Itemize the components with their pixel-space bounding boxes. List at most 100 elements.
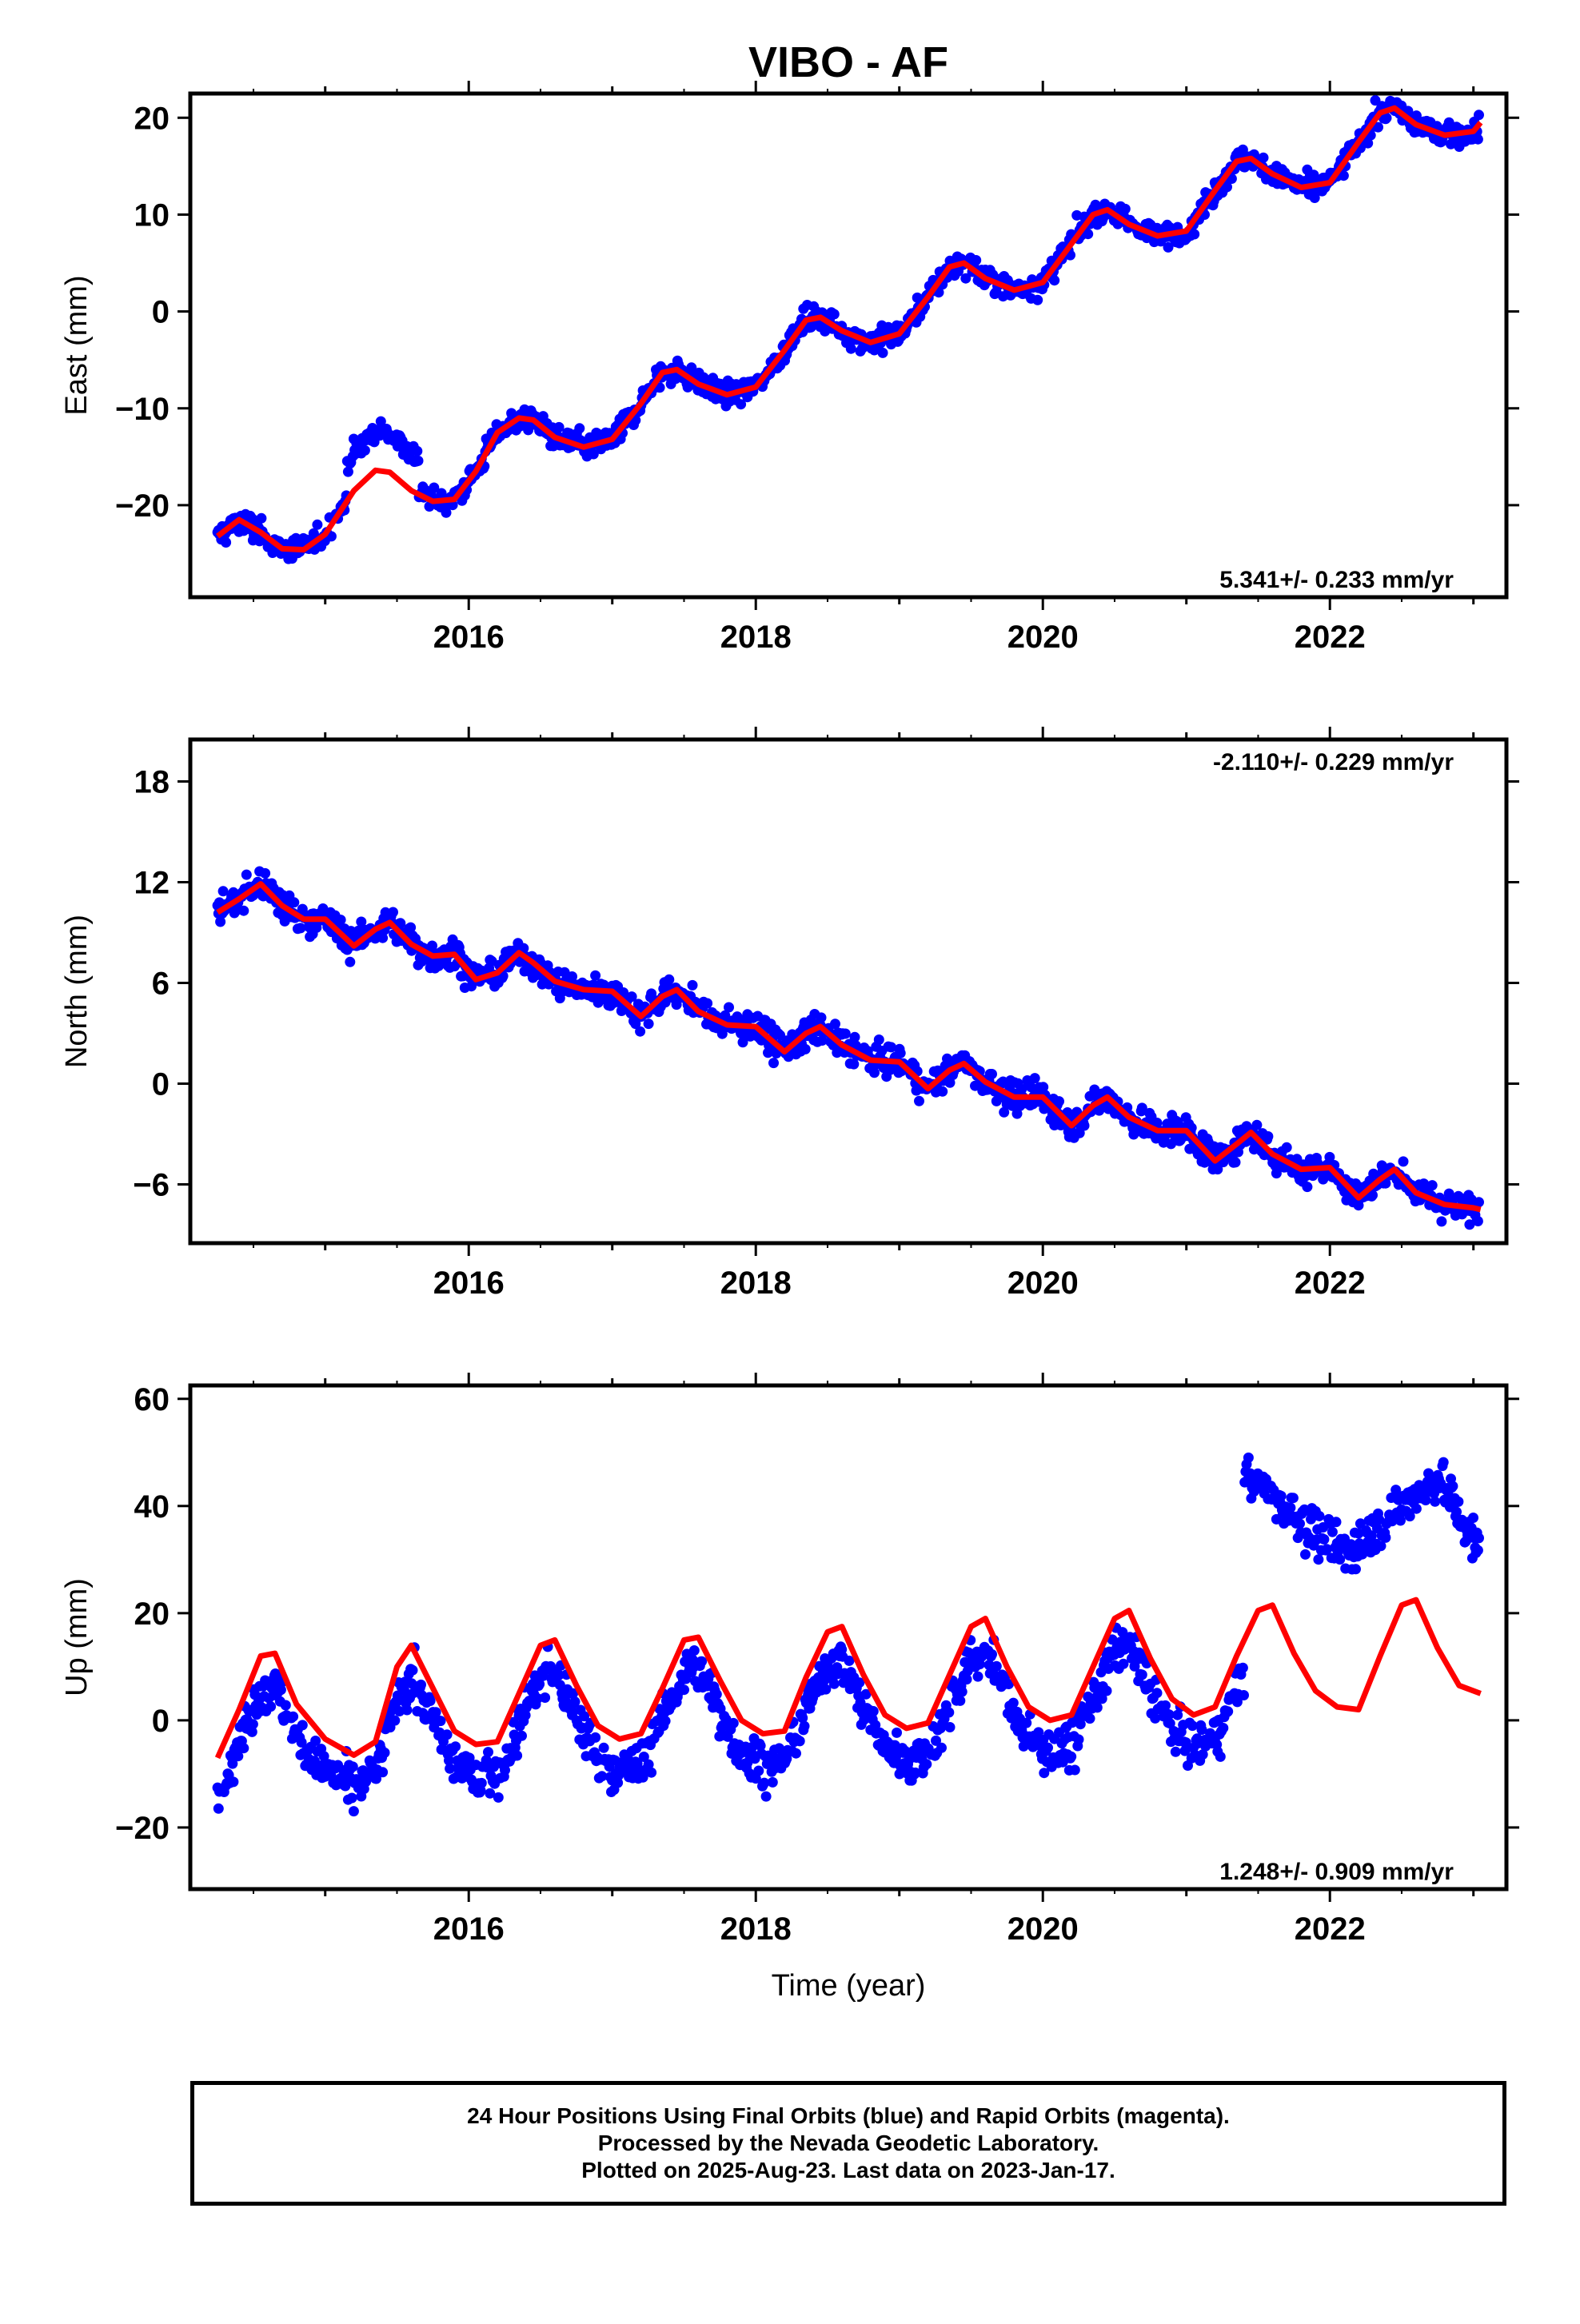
data-point xyxy=(348,1806,359,1817)
data-point xyxy=(1038,1082,1049,1093)
data-point xyxy=(1410,1503,1422,1514)
data-point xyxy=(1474,1533,1484,1544)
data-point xyxy=(987,1648,997,1660)
data-point xyxy=(794,1736,805,1747)
data-point xyxy=(1069,1764,1080,1776)
x-tick-label: 2016 xyxy=(433,1266,505,1301)
data-point xyxy=(638,1752,649,1762)
data-point xyxy=(1426,1180,1438,1191)
data-point xyxy=(664,974,675,985)
data-point xyxy=(1447,1481,1458,1492)
data-point xyxy=(910,1767,921,1778)
data-point xyxy=(569,1696,581,1708)
data-point xyxy=(1007,1697,1019,1708)
data-point xyxy=(877,347,888,358)
data-point xyxy=(1223,1706,1234,1717)
data-point xyxy=(1314,1510,1325,1521)
data-point xyxy=(670,373,681,385)
data-point xyxy=(1230,1157,1241,1168)
data-point xyxy=(646,1767,657,1778)
plot-frame xyxy=(188,1383,1509,1891)
data-point xyxy=(1196,1724,1207,1736)
data-point xyxy=(1150,1712,1161,1724)
data-point xyxy=(1218,1723,1229,1733)
y-tick-label: 12 xyxy=(134,866,170,901)
data-point xyxy=(1390,1485,1402,1496)
data-point xyxy=(1083,229,1094,240)
data-point xyxy=(635,1026,646,1037)
y-tick-label: 0 xyxy=(152,295,170,330)
y-tick-label: 0 xyxy=(152,1067,170,1102)
x-tick-label: 2018 xyxy=(720,1911,792,1947)
data-point xyxy=(395,918,406,929)
x-tick-label: 2020 xyxy=(1007,1911,1079,1947)
x-tick-label: 2018 xyxy=(720,620,792,655)
panel-north: 2016 2018 2020 2022 18 12 6 0 −6 North (mm) -2.110… xyxy=(60,727,1519,1301)
data-point xyxy=(1039,1768,1050,1779)
data-point xyxy=(335,915,346,926)
data-point xyxy=(860,1688,872,1700)
data-point xyxy=(1084,1713,1095,1724)
data-point xyxy=(213,1803,224,1814)
y-tick-label: −6 xyxy=(133,1168,170,1203)
data-point xyxy=(347,1761,358,1772)
data-point xyxy=(238,1743,249,1754)
data-point xyxy=(435,1716,446,1727)
data-point xyxy=(1054,1096,1064,1107)
data-point xyxy=(356,916,367,927)
data-point xyxy=(1474,110,1484,121)
data-point xyxy=(944,1707,955,1718)
data-point xyxy=(1302,1182,1313,1193)
y-tick-label: 10 xyxy=(134,197,170,233)
data-point xyxy=(512,1750,523,1761)
data-point xyxy=(1215,1751,1226,1762)
data-point xyxy=(295,923,306,934)
data-point xyxy=(590,1732,601,1743)
data-point xyxy=(886,1042,896,1053)
data-point xyxy=(342,466,353,477)
data-point xyxy=(1327,1526,1338,1537)
data-point xyxy=(388,907,398,918)
panel-east: 2016 2018 2020 2022 −20 −10 0 10 20 East (mm) 5.34… xyxy=(60,81,1519,655)
data-point xyxy=(686,362,697,373)
data-point xyxy=(1151,1118,1163,1128)
data-point xyxy=(687,979,698,991)
data-point xyxy=(643,1759,654,1770)
points-series xyxy=(212,1452,1484,1817)
plot-frame xyxy=(188,91,1509,600)
data-point xyxy=(425,1696,436,1706)
data-point xyxy=(359,444,370,456)
velocity-rate-label: -2.110+/- 0.229 mm/yr xyxy=(1213,749,1454,775)
footer-line-dates: Plotted on 2025-Aug-23. Last data on 202… xyxy=(581,2158,1115,2182)
data-point xyxy=(711,1688,722,1700)
data-point xyxy=(540,1692,551,1703)
data-point xyxy=(991,1660,1002,1672)
data-point xyxy=(1436,1216,1447,1227)
data-point xyxy=(296,1737,307,1748)
data-point xyxy=(444,1755,454,1766)
data-point xyxy=(845,343,856,354)
y-tick-label: 6 xyxy=(152,967,170,1002)
data-point xyxy=(1239,1690,1249,1700)
data-point xyxy=(820,1684,832,1695)
points-series xyxy=(212,95,1484,564)
data-point xyxy=(275,1684,286,1696)
data-point xyxy=(483,1747,493,1758)
data-point xyxy=(1231,1696,1243,1708)
data-point xyxy=(1172,1709,1183,1720)
data-point xyxy=(493,1792,504,1803)
data-point xyxy=(972,1671,984,1682)
data-point xyxy=(485,1788,496,1799)
data-point xyxy=(942,1053,952,1064)
data-point xyxy=(1033,1727,1044,1738)
panel-up: 2016 2018 2020 2022 60 40 20 0 −20 Up (mm) 1.248+/… xyxy=(60,1373,1519,1947)
data-point xyxy=(310,1736,321,1746)
data-point xyxy=(895,1047,906,1058)
data-point xyxy=(1091,1702,1103,1713)
data-point xyxy=(1275,1490,1287,1501)
y-tick-label: −10 xyxy=(115,392,170,427)
data-point xyxy=(643,1018,654,1030)
data-point xyxy=(289,897,300,908)
data-point xyxy=(1309,193,1320,203)
data-point xyxy=(476,1777,487,1788)
